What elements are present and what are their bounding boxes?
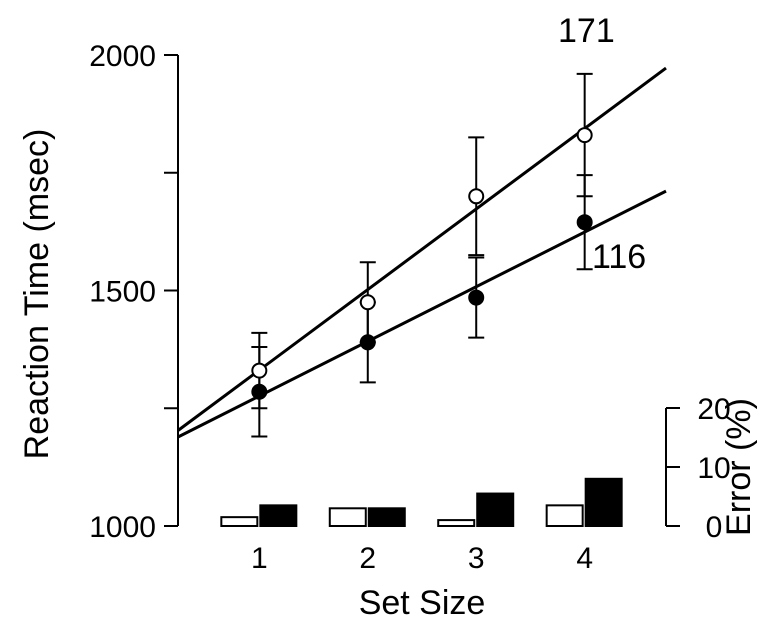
y-axis-title: Reaction Time (msec) (18, 129, 56, 460)
y-ticks: 1000 1500 2000 (89, 40, 178, 544)
slope-labels: 171 116 (558, 12, 646, 276)
x-tick-label: 3 (468, 542, 485, 575)
y-tick-label: 1000 (89, 511, 156, 544)
data-point (468, 188, 485, 205)
error-rate-bar (545, 504, 584, 528)
data-point (576, 214, 593, 231)
slope-label: 171 (558, 12, 615, 50)
error-rate-bar (476, 492, 515, 527)
data-point (359, 294, 376, 311)
y-tick-label: 1500 (89, 276, 156, 309)
x-axis-title: Set Size (359, 584, 486, 622)
error-y-ticks: 0 10 20 (666, 393, 731, 544)
error-y-tick-label: 10 (697, 452, 730, 485)
error-rate-bar (367, 507, 406, 527)
error-y-tick-label: 0 (706, 511, 723, 544)
error-bars-group (220, 477, 623, 528)
x-tick-label: 4 (576, 542, 593, 575)
x-tick-label: 1 (251, 542, 268, 575)
error-rate-bar (220, 516, 259, 528)
error-rate-bar (259, 504, 298, 528)
slope-label: 116 (592, 238, 646, 276)
data-point (359, 334, 376, 351)
x-ticks: 1 2 3 4 (251, 542, 593, 575)
data-point (576, 127, 593, 144)
error-axis-title: Error (%) (720, 398, 758, 536)
error-rate-bar (437, 519, 476, 527)
error-rate-bar (328, 507, 367, 527)
error-y-tick-label: 20 (697, 393, 730, 426)
data-point (468, 289, 485, 306)
data-points (251, 127, 593, 400)
axes (177, 55, 667, 526)
error-rate-bar (584, 477, 623, 527)
x-tick-label: 2 (359, 542, 376, 575)
data-point (251, 383, 268, 400)
data-point (251, 362, 268, 379)
fit-line (177, 189, 667, 439)
y-tick-label: 2000 (89, 40, 156, 73)
